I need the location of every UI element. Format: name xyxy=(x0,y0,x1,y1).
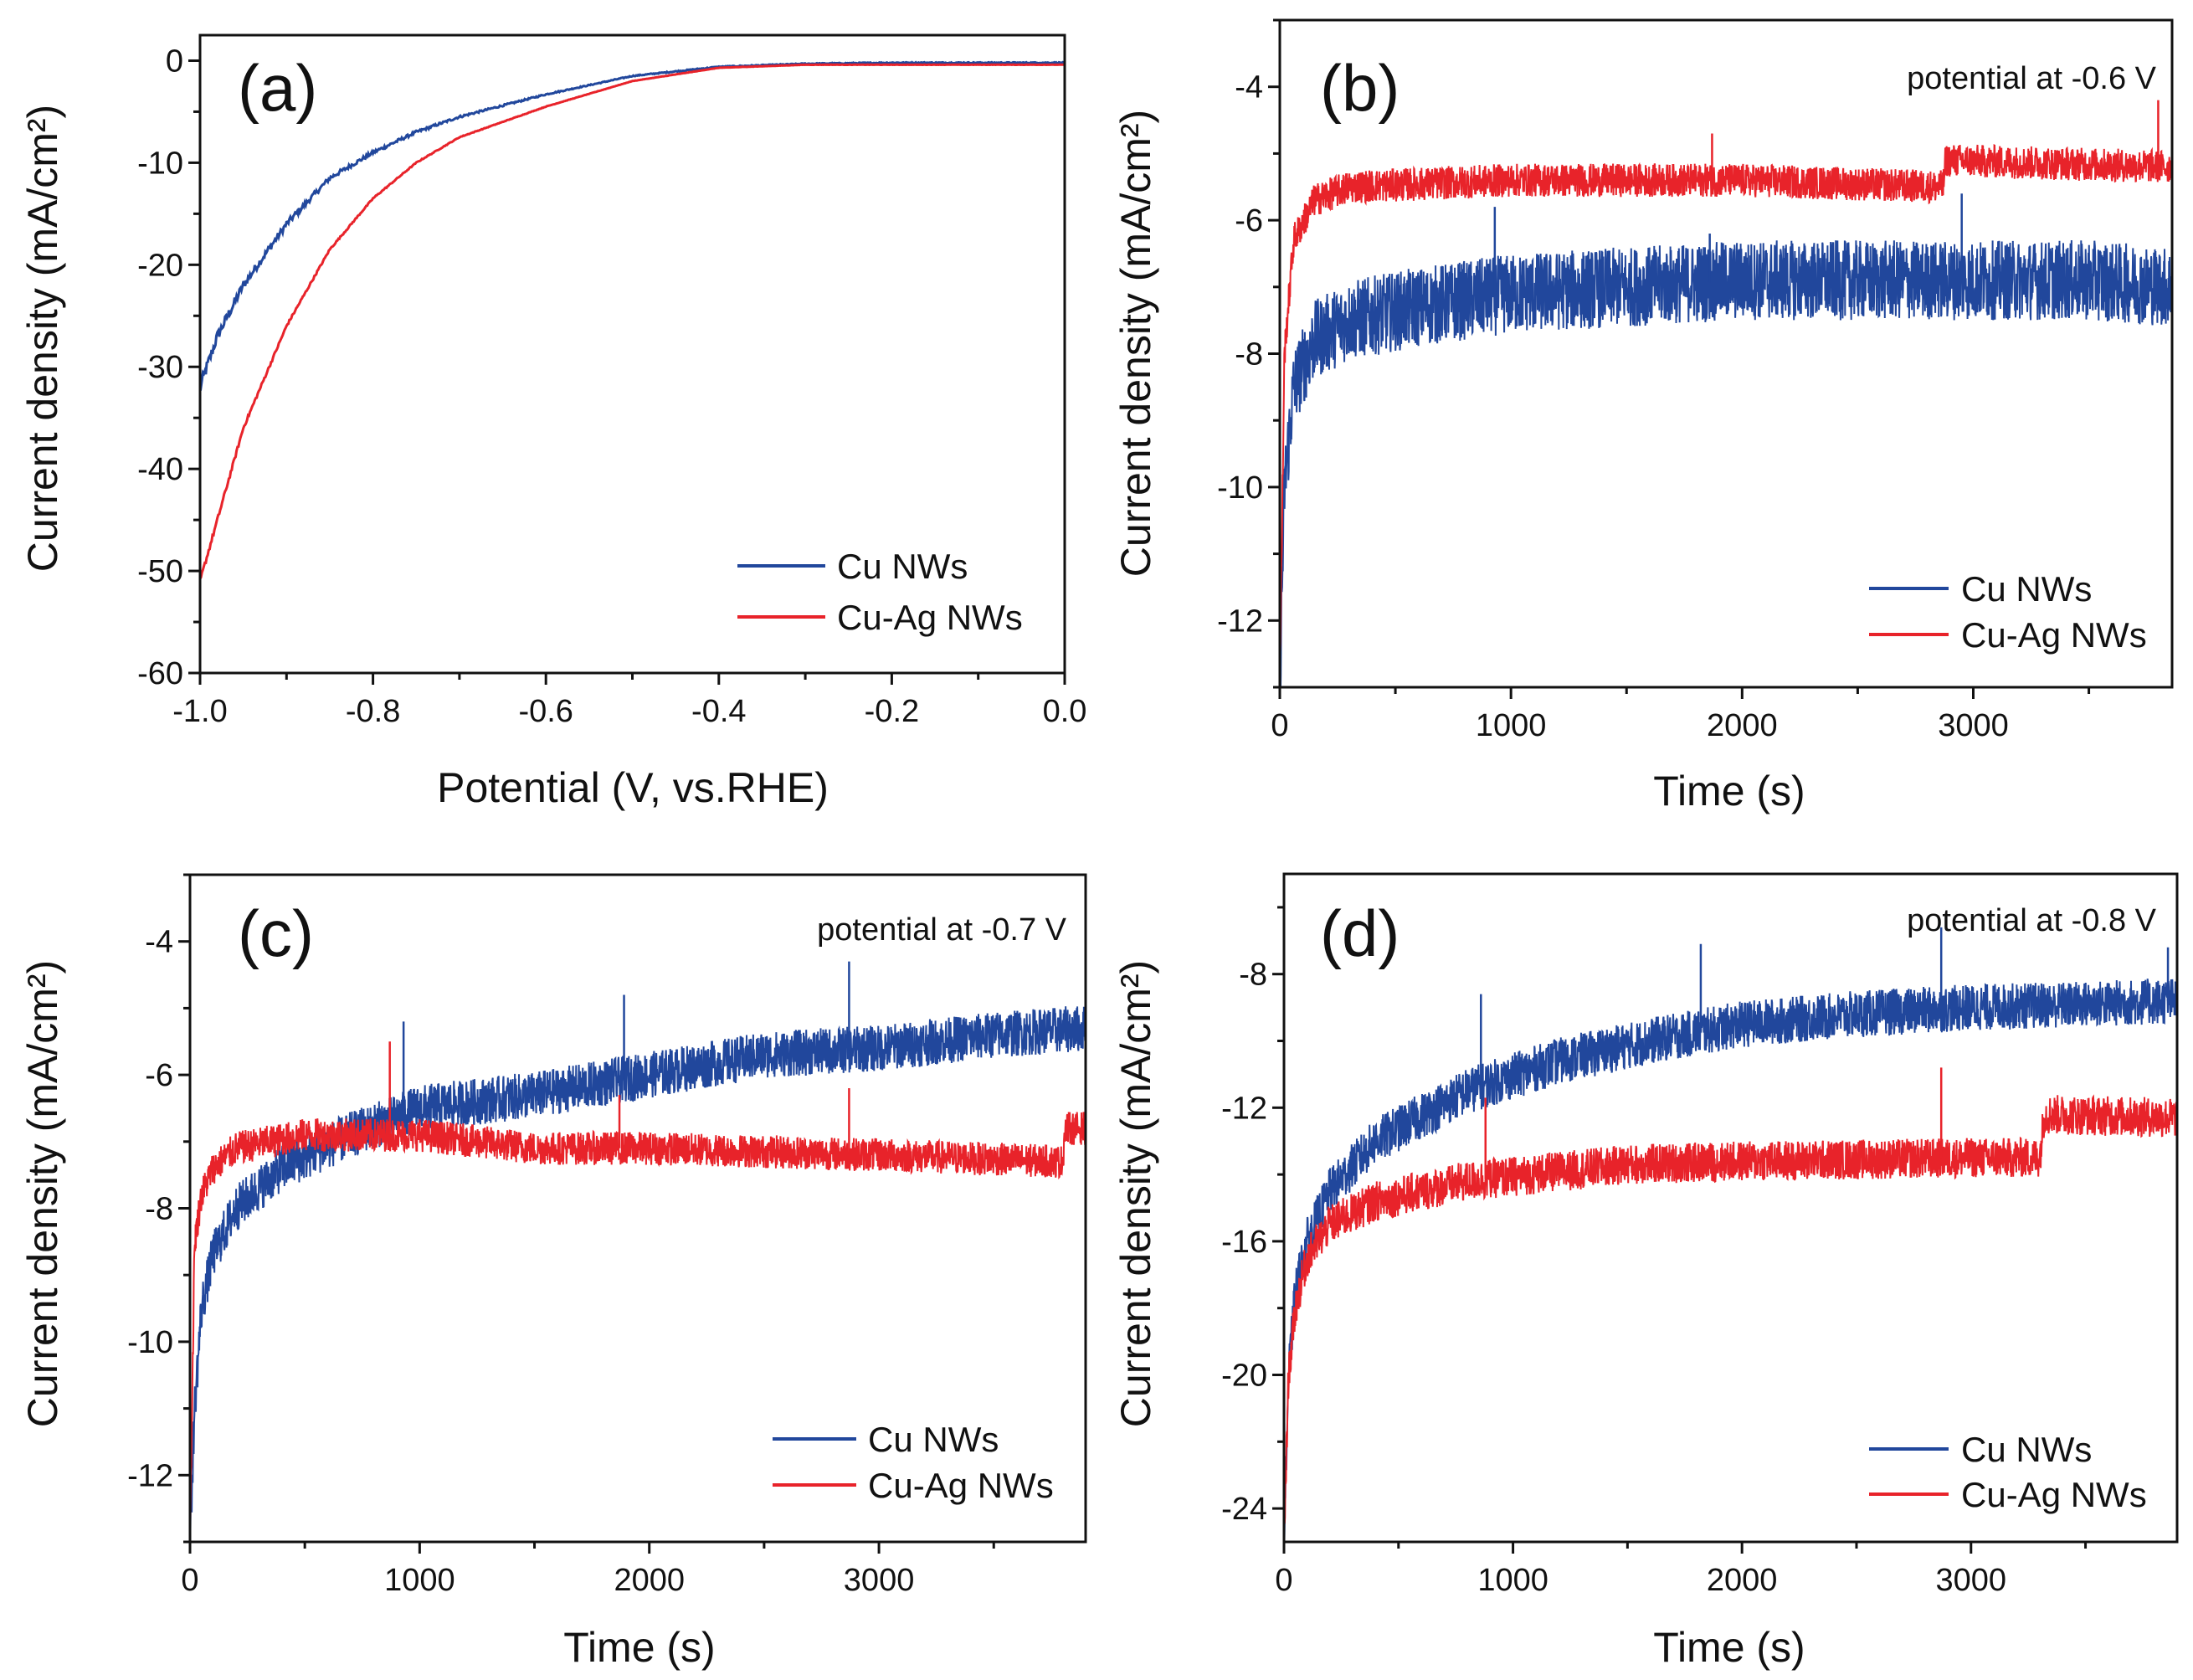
x-tick-label: 0 xyxy=(1271,708,1288,743)
y-tick-label: -4 xyxy=(1235,70,1263,105)
x-tick-label: -1.0 xyxy=(172,694,227,729)
x-tick-label: 2000 xyxy=(614,1563,685,1598)
panel-label: (b) xyxy=(1320,51,1400,125)
y-axis-title: Current density (mA/cm²) xyxy=(1112,110,1159,577)
series-line-cu xyxy=(1284,979,2177,1542)
y-tick-label: -50 xyxy=(137,554,183,589)
y-tick-label: 0 xyxy=(166,44,183,79)
legend-label: Cu NWs xyxy=(868,1420,999,1459)
potential-annotation: potential at -0.7 V xyxy=(817,912,1067,948)
legend: Cu NWs Cu-Ag NWs xyxy=(1869,1430,2147,1514)
y-axis-title: Current density (mA/cm²) xyxy=(1112,960,1159,1427)
y-tick-label: -8 xyxy=(1235,337,1263,372)
x-tick-label: 0 xyxy=(1275,1563,1292,1598)
x-tick-label: -0.8 xyxy=(346,694,400,729)
x-tick-label: 2000 xyxy=(1707,1563,1778,1598)
y-tick-label: -12 xyxy=(1217,604,1263,639)
panel-label: (d) xyxy=(1320,897,1400,970)
series-line-cu xyxy=(200,60,1065,392)
x-tick-label: -0.2 xyxy=(865,694,919,729)
x-tick-label: 1000 xyxy=(1477,1563,1548,1598)
series-line-cuag xyxy=(1280,143,2172,687)
plot-area xyxy=(200,60,1065,580)
y-tick-label: -60 xyxy=(137,656,183,691)
legend-label: Cu NWs xyxy=(1961,569,2092,609)
plot-area xyxy=(1284,927,2177,1542)
x-tick-label: 3000 xyxy=(1938,708,2009,743)
x-tick-label: -0.6 xyxy=(518,694,573,729)
series-line-cuag xyxy=(1284,1094,2177,1524)
legend-label: Cu-Ag NWs xyxy=(837,598,1023,637)
series-line-cuag xyxy=(190,1112,1086,1531)
x-axis-title: Time (s) xyxy=(1653,1624,1805,1671)
y-tick-label: -10 xyxy=(1217,470,1263,506)
series-line-cu xyxy=(190,1006,1086,1542)
x-tick-label: 0.0 xyxy=(1043,694,1087,729)
y-tick-label: -12 xyxy=(127,1458,173,1493)
panel-a: -1.0 -0.8 -0.6 -0.4 -0.2 0.0 0 -10 -20 -30 -40 -50 -… xyxy=(19,33,1087,811)
y-tick-label: -8 xyxy=(1239,958,1267,993)
series-line-cu xyxy=(1280,239,2172,687)
y-tick-label: -12 xyxy=(1221,1091,1267,1126)
y-tick-label: -24 xyxy=(1221,1492,1267,1527)
x-tick-label: 3000 xyxy=(844,1563,915,1598)
y-tick-label: -10 xyxy=(137,146,183,181)
x-tick-label: 3000 xyxy=(1935,1563,2006,1598)
y-tick-label: -20 xyxy=(1221,1359,1267,1394)
legend: Cu NWs Cu-Ag NWs xyxy=(737,547,1023,637)
x-tick-label: 1000 xyxy=(384,1563,455,1598)
panel-c: 0 1000 2000 3000 -4 -6 -8 -10 -12 Time (s) Current… xyxy=(19,873,1087,1671)
x-axis-title: Potential (V, vs.RHE) xyxy=(437,764,829,811)
x-axis-title: Time (s) xyxy=(1653,768,1805,814)
legend-label: Cu-Ag NWs xyxy=(868,1466,1054,1505)
x-tick-label: 2000 xyxy=(1707,708,1778,743)
legend-label: Cu NWs xyxy=(837,547,968,586)
potential-annotation: potential at -0.6 V xyxy=(1907,61,2157,96)
legend: Cu NWs Cu-Ag NWs xyxy=(773,1420,1054,1505)
potential-annotation: potential at -0.8 V xyxy=(1907,903,2157,938)
y-tick-label: -8 xyxy=(145,1192,173,1227)
y-tick-label: -16 xyxy=(1221,1225,1267,1260)
plot-area xyxy=(1280,100,2172,687)
legend: Cu NWs Cu-Ag NWs xyxy=(1869,569,2147,655)
y-tick-label: -30 xyxy=(137,350,183,385)
y-tick-label: -10 xyxy=(127,1325,173,1360)
panel-b: 0 1000 2000 3000 -4 -6 -8 -10 -12 Time (s) Current… xyxy=(1112,18,2174,814)
y-tick-label: -40 xyxy=(137,452,183,487)
x-tick-label: 1000 xyxy=(1476,708,1547,743)
plot-area xyxy=(190,961,1086,1542)
y-tick-label: -6 xyxy=(145,1058,173,1093)
y-axis-title: Current density (mA/cm²) xyxy=(19,105,66,572)
x-tick-label: -0.4 xyxy=(691,694,746,729)
panel-label: (a) xyxy=(238,51,317,125)
panel-d: 0 1000 2000 3000 -8 -12 -16 -20 -24 Time (s) Curre… xyxy=(1112,872,2179,1671)
plot-frame xyxy=(1282,872,2179,1544)
x-tick-label: 0 xyxy=(181,1563,198,1598)
legend-label: Cu-Ag NWs xyxy=(1961,615,2147,655)
legend-label: Cu-Ag NWs xyxy=(1961,1475,2147,1514)
y-axis-title: Current density (mA/cm²) xyxy=(19,960,66,1427)
y-tick-label: -6 xyxy=(1235,203,1263,239)
y-tick-label: -20 xyxy=(137,248,183,283)
panel-label: (c) xyxy=(238,897,314,970)
legend-label: Cu NWs xyxy=(1961,1430,2092,1469)
x-axis-title: Time (s) xyxy=(563,1624,715,1671)
y-tick-label: -4 xyxy=(145,925,173,960)
series-line-cuag xyxy=(200,63,1065,580)
